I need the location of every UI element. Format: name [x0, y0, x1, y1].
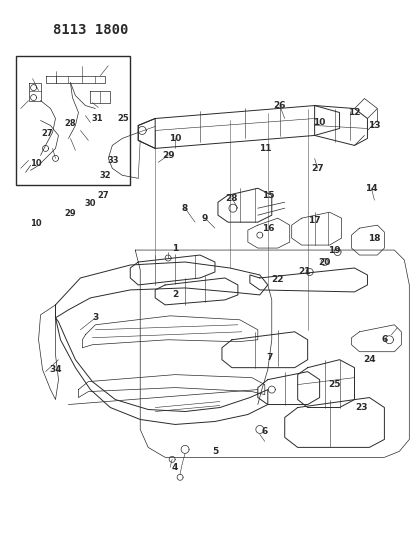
Text: 3: 3: [92, 313, 99, 322]
Text: 27: 27: [311, 164, 324, 173]
Text: 30: 30: [85, 199, 96, 208]
Text: 8: 8: [182, 204, 188, 213]
Text: 20: 20: [319, 257, 331, 266]
Text: 16: 16: [261, 224, 274, 232]
Text: 1: 1: [172, 244, 178, 253]
Text: 4: 4: [172, 463, 178, 472]
Text: 2: 2: [172, 290, 178, 300]
Text: 14: 14: [365, 184, 378, 193]
Text: 6: 6: [381, 335, 388, 344]
Text: 6: 6: [262, 427, 268, 436]
Text: 12: 12: [348, 108, 361, 117]
Text: 33: 33: [108, 156, 119, 165]
Text: 17: 17: [308, 216, 321, 224]
Text: 7: 7: [267, 353, 273, 362]
Text: 34: 34: [49, 365, 62, 374]
Text: 27: 27: [97, 191, 109, 200]
Text: 18: 18: [368, 233, 381, 243]
Text: 8113 1800: 8113 1800: [53, 23, 128, 37]
Text: 22: 22: [272, 276, 284, 285]
Text: 10: 10: [169, 134, 181, 143]
Text: 11: 11: [259, 144, 271, 153]
Text: 9: 9: [202, 214, 208, 223]
Text: 19: 19: [328, 246, 341, 255]
Text: 13: 13: [368, 121, 381, 130]
Text: 10: 10: [30, 159, 42, 168]
Text: 24: 24: [363, 355, 376, 364]
Text: 27: 27: [42, 129, 53, 138]
Text: 10: 10: [314, 118, 326, 127]
Bar: [16, 56, 130, 185]
Text: 28: 28: [226, 193, 238, 203]
Text: 26: 26: [273, 101, 286, 110]
Text: 5: 5: [212, 447, 218, 456]
Text: 29: 29: [162, 151, 174, 160]
Text: 32: 32: [99, 171, 111, 180]
Text: 25: 25: [328, 380, 341, 389]
Text: 25: 25: [118, 114, 129, 123]
Text: 10: 10: [30, 219, 42, 228]
Text: 29: 29: [65, 209, 76, 217]
Text: 15: 15: [261, 191, 274, 200]
Text: 28: 28: [65, 119, 76, 128]
Text: 23: 23: [355, 403, 368, 412]
Text: 21: 21: [298, 268, 311, 277]
Text: 31: 31: [92, 114, 103, 123]
